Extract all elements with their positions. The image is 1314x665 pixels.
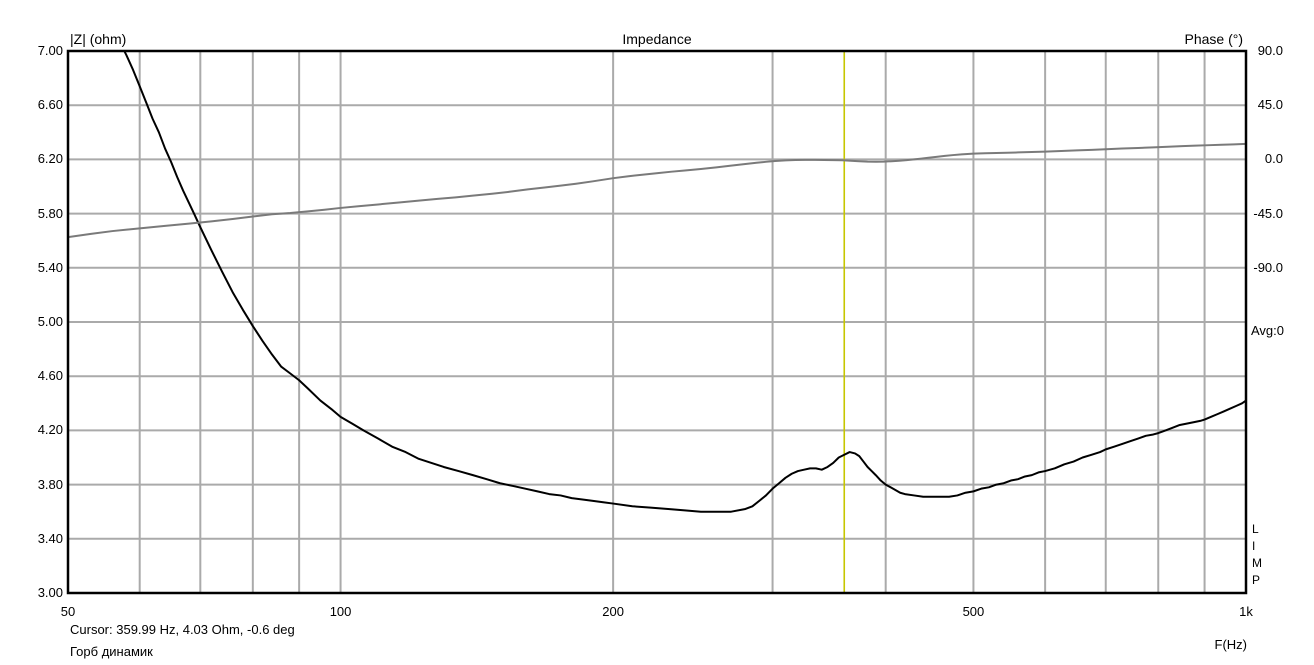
x-axis-tick-label: 50 bbox=[60, 604, 76, 619]
right-axis-tick-label: 0.0 bbox=[1264, 151, 1283, 167]
left-axis-tick-label: 3.40 bbox=[37, 530, 63, 546]
left-axis-tick-label: 5.80 bbox=[37, 205, 63, 221]
left-axis-tick-label: 7.00 bbox=[37, 43, 63, 58]
left-axis-title: |Z| (ohm) bbox=[70, 31, 127, 47]
limp-letter: P bbox=[1252, 573, 1261, 587]
x-axis-tick-label: 100 bbox=[329, 604, 352, 619]
left-axis-tick-label: 5.00 bbox=[37, 314, 63, 329]
limp-letter: M bbox=[1252, 556, 1262, 570]
left-axis-tick-label: 4.60 bbox=[37, 368, 63, 384]
left-axis-tick-label: 5.40 bbox=[37, 259, 63, 275]
limp-letter: I bbox=[1252, 539, 1256, 553]
left-axis-tick-label: 4.20 bbox=[37, 422, 63, 438]
limp-letter: L bbox=[1252, 522, 1259, 536]
right-axis-tick-label: 45.0 bbox=[1257, 97, 1283, 113]
chart-title: Impedance bbox=[622, 31, 692, 47]
right-axis-tick-label: -45.0 bbox=[1253, 205, 1283, 221]
left-axis-tick-label: 6.60 bbox=[37, 97, 63, 113]
x-axis-title: F(Hz) bbox=[1214, 637, 1248, 652]
right-axis-title: Phase (°) bbox=[1184, 31, 1243, 47]
measurement-name-text: Горб динамик bbox=[70, 644, 153, 659]
right-axis-tick-label: -90.0 bbox=[1253, 259, 1283, 275]
phase_deg-curve bbox=[68, 142, 1246, 239]
x-axis-tick-label: 200 bbox=[602, 604, 624, 619]
left-axis-tick-label: 3.00 bbox=[37, 585, 63, 600]
x-axis-tick-label: 1k bbox=[1239, 604, 1253, 619]
impedance_magnitude_ohm-curve bbox=[123, 51, 1246, 513]
plot-border bbox=[66, 49, 1248, 595]
left-axis-tick-label: 3.80 bbox=[37, 476, 63, 492]
averaging-count-label: Avg:0 bbox=[1251, 323, 1285, 338]
x-axis-tick-label: 500 bbox=[962, 604, 985, 619]
left-axis-tick-label: 6.20 bbox=[37, 151, 63, 167]
cursor-readout-text: Cursor: 359.99 Hz, 4.03 Ohm, -0.6 deg bbox=[70, 622, 295, 637]
right-axis-tick-label: 90.0 bbox=[1257, 43, 1283, 58]
